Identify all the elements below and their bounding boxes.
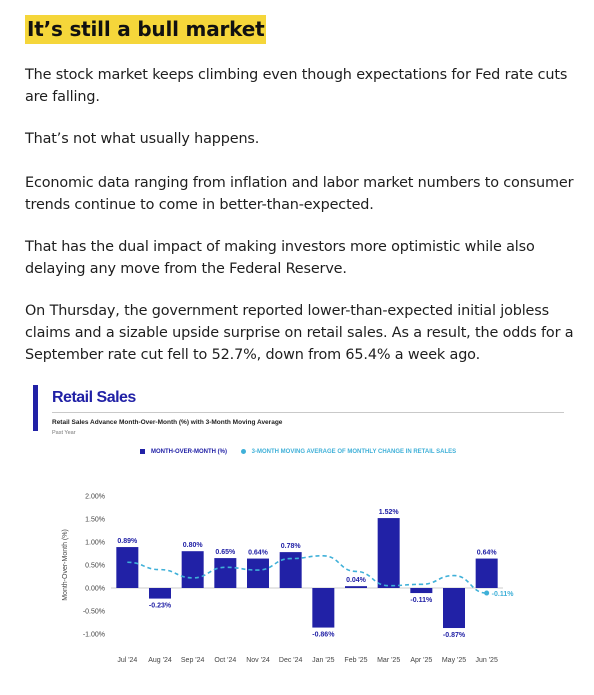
bar	[345, 586, 367, 588]
bar	[116, 547, 139, 588]
x-tick-label: Apr '25	[410, 657, 432, 664]
x-tick-label: Jan '25	[312, 657, 334, 664]
y-tick-label: 0.50%	[85, 563, 105, 570]
y-tick-label: -0.50%	[83, 609, 105, 616]
bar-data-label: -0.86%	[312, 632, 335, 639]
chart-subtitle: Retail Sales Advance Month-Over-Month (%…	[52, 419, 283, 426]
paragraph: The stock market keeps climbing even tho…	[25, 67, 568, 105]
x-tick-label: Feb '25	[344, 657, 367, 664]
retail-sales-chart-figure: Retail Sales Retail Sales Advance Month-…	[33, 385, 565, 685]
moving-average-line	[127, 554, 487, 594]
title-divider	[52, 412, 564, 413]
legend-label: 3-MONTH MOVING AVERAGE OF MONTHLY CHANGE…	[251, 449, 457, 456]
y-tick-label: -1.00%	[83, 632, 105, 639]
bar	[279, 552, 302, 588]
x-tick-label: Jul '24	[117, 657, 137, 664]
bar-data-label: 0.65%	[215, 549, 236, 556]
bar-data-label: -0.11%	[410, 597, 433, 604]
x-tick-label: May '25	[442, 657, 466, 664]
y-tick-label: 0.00%	[85, 586, 105, 593]
x-tick-label: Nov '24	[246, 657, 270, 664]
chart-period: Past Year	[52, 430, 76, 436]
bar	[410, 588, 433, 594]
bar-data-label: -0.23%	[149, 603, 172, 610]
chart-plot: Month-Over-Month (%) 2.00% 1.50% 1.00% 0.50%…	[62, 494, 515, 665]
bar	[247, 558, 269, 588]
bar	[181, 551, 204, 588]
bar-data-label: 0.64%	[248, 550, 269, 557]
chart-title: Retail Sales	[52, 389, 136, 406]
paragraph: That’s not what usually happens.	[25, 131, 260, 147]
headline: It’s still a bull market	[25, 15, 267, 44]
bar-data-label: 0.04%	[346, 577, 367, 584]
bar-data-label: -0.87%	[443, 632, 466, 639]
x-tick-label: Jun '25	[475, 657, 497, 664]
paragraph: Economic data ranging from inflation and…	[25, 175, 574, 213]
chart-legend: MONTH-OVER-MONTH (%) 3-MONTH MOVING AVER…	[140, 449, 468, 455]
paragraph: On Thursday, the government reported low…	[25, 303, 574, 363]
title-accent-bar	[33, 385, 38, 431]
paragraph: That has the dual impact of making inves…	[25, 239, 535, 277]
y-tick-label: 2.00%	[85, 494, 105, 501]
x-tick-label: Mar '25	[377, 657, 400, 664]
y-axis-label: Month-Over-Month (%)	[62, 529, 69, 601]
legend-item-moving-average: 3-MONTH MOVING AVERAGE OF MONTHLY CHANGE…	[240, 449, 457, 456]
x-tick-label: Aug '24	[148, 657, 172, 664]
x-tick-label: Dec '24	[279, 657, 303, 664]
bar-data-label: 0.78%	[281, 543, 302, 550]
bar	[214, 558, 237, 588]
bar	[443, 588, 465, 629]
x-tick-label: Sep '24	[181, 657, 205, 664]
y-tick-label: 1.00%	[85, 540, 105, 547]
legend-item-mom: MONTH-OVER-MONTH (%)	[140, 449, 227, 455]
bar	[377, 518, 400, 588]
legend-label: MONTH-OVER-MONTH (%)	[151, 449, 227, 456]
moving-average-endpoint	[484, 590, 490, 596]
moving-average-end-label: -0.11%	[492, 591, 515, 598]
legend-circle-marker	[240, 449, 246, 454]
y-tick-label: 1.50%	[85, 517, 105, 524]
bar-data-label: 1.52%	[379, 509, 400, 516]
bar	[475, 558, 498, 588]
x-tick-label: Oct '24	[214, 657, 236, 664]
bar-data-label: 0.80%	[183, 542, 204, 549]
bar-data-label: 0.64%	[477, 550, 498, 557]
bar-data-label: 0.89%	[117, 538, 138, 545]
bar	[149, 588, 171, 599]
bar	[312, 588, 335, 628]
legend-square-marker	[140, 449, 145, 454]
